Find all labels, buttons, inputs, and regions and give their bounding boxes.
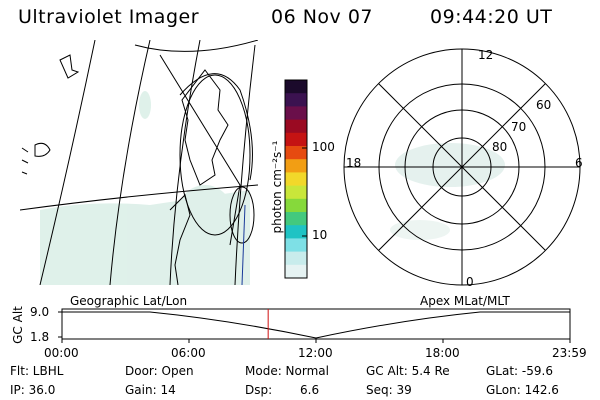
colorbar-segment [285, 146, 307, 160]
gc-alt-xtick-1: 06:00 [171, 346, 206, 360]
polar-mlt-6: 6 [575, 156, 583, 170]
info-seq: Seq: 39 [366, 383, 412, 397]
gc-alt-xtick-0: 00:00 [44, 346, 79, 360]
polar-lat-70: 70 [511, 120, 527, 134]
polar-panel [343, 48, 581, 286]
colorbar-segment [285, 238, 307, 253]
geo-panel [20, 40, 258, 285]
info-dsp-value: 6.6 [300, 383, 320, 397]
gc-alt-ylabel: GC Alt [11, 306, 25, 344]
colorbar-unit-label: photon cm⁻²s⁻¹ [270, 140, 284, 234]
colorbar-segment [285, 80, 307, 94]
colorbar-segment [285, 185, 307, 200]
polar-mlt-0: 0 [466, 275, 474, 289]
info-mode: Mode: Normal [245, 364, 329, 378]
colorbar-segment [285, 106, 307, 121]
geo-panel-label: Geographic Lat/Lon [70, 294, 188, 308]
instrument-title: Ultraviolet Imager [18, 6, 200, 28]
colorbar-segment [285, 172, 307, 187]
time-label: 09:44:20 UT [430, 6, 553, 28]
info-glat: GLat: -59.6 [486, 364, 553, 378]
colorbar-segment [285, 212, 307, 226]
gc-alt-ytick-9: 9.0 [30, 305, 50, 319]
colorbar-tick-10: 10 [312, 228, 328, 242]
colorbar-tick-100: 100 [312, 140, 335, 154]
info-gain: Gain: 14 [125, 383, 176, 397]
colorbar-segment [285, 119, 307, 134]
polar-panel-label: Apex MLat/MLT [420, 294, 510, 308]
date-label: 06 Nov 07 [271, 6, 374, 28]
polar-lat-60: 60 [536, 98, 552, 112]
colorbar-segment [285, 198, 307, 213]
colorbar-segment [285, 93, 307, 107]
colorbar-segment [285, 225, 307, 239]
polar-lat-80: 80 [492, 140, 508, 154]
info-flt: Flt: LBHL [10, 364, 64, 378]
gc-alt-xtick-3: 18:00 [425, 346, 460, 360]
gc-alt-plot [58, 308, 571, 343]
gc-alt-xtick-2: 12:00 [298, 346, 333, 360]
gc-alt-ytick-1.8: 1.8 [30, 330, 50, 344]
info-glon: GLon: 142.6 [486, 383, 559, 397]
polar-mlt-12: 12 [478, 48, 494, 62]
polar-mlt-18: 18 [346, 156, 362, 170]
aurora-emission [40, 91, 250, 285]
colorbar-segment [285, 251, 307, 266]
info-ip: IP: 36.0 [10, 383, 56, 397]
colorbar [285, 80, 307, 279]
colorbar-segment [285, 159, 307, 173]
gc-alt-xtick-4: 23:59 [552, 346, 587, 360]
colorbar-segment [285, 132, 307, 147]
info-gc-alt: GC Alt: 5.4 Re [366, 364, 450, 378]
info-door: Door: Open [125, 364, 194, 378]
colorbar-segment [285, 264, 307, 279]
info-dsp-label: Dsp: [245, 383, 273, 397]
